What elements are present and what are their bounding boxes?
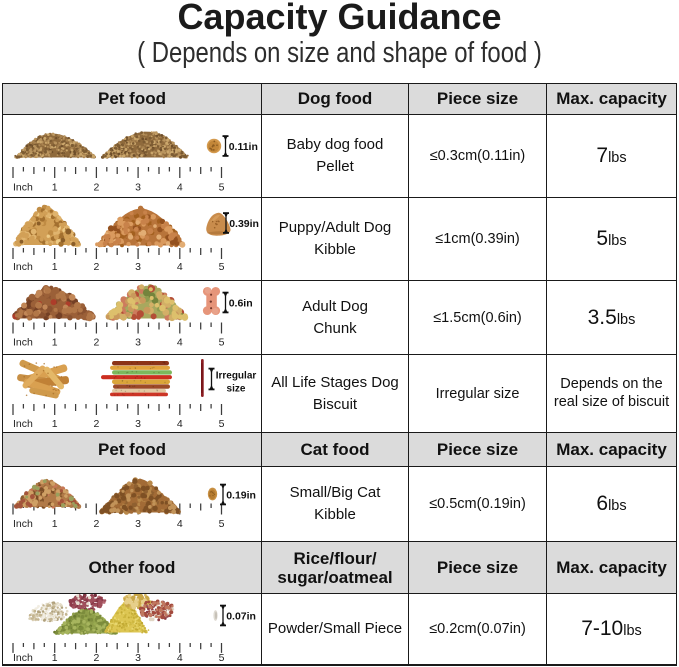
svg-text:0.07in: 0.07in	[226, 610, 256, 622]
svg-text:0.11in: 0.11in	[229, 141, 258, 153]
svg-text:0.19in: 0.19in	[226, 489, 256, 501]
svg-text:size: size	[227, 384, 246, 395]
svg-text:Irregular: Irregular	[216, 371, 257, 382]
svg-text:0.6in: 0.6in	[229, 297, 253, 309]
svg-text:0.39in: 0.39in	[229, 218, 259, 230]
